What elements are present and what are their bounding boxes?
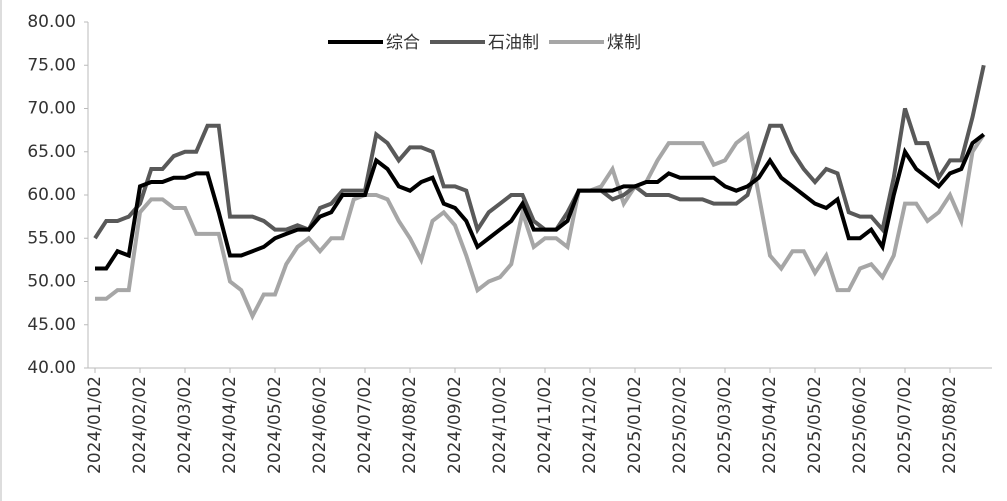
- y-tick-label: 45.00: [27, 315, 76, 335]
- y-tick-label: 80.00: [27, 12, 76, 32]
- x-tick-label: 2024/10/02: [490, 376, 510, 474]
- y-tick-label: 50.00: [27, 272, 76, 292]
- x-tick-label: 2024/09/02: [445, 376, 465, 474]
- x-tick-label: 2024/07/02: [355, 376, 375, 474]
- x-tick-label: 2025/03/02: [715, 376, 735, 474]
- x-tick-label: 2024/06/02: [310, 376, 330, 474]
- x-tick-label: 2024/02/02: [130, 376, 150, 474]
- x-tick-label: 2024/11/02: [535, 376, 555, 474]
- x-tick-label: 2025/01/02: [625, 376, 645, 474]
- x-tick-label: 2025/08/02: [940, 376, 960, 474]
- y-tick-label: 60.00: [27, 185, 76, 205]
- x-tick-label: 2025/05/02: [805, 376, 825, 474]
- series-line: [95, 130, 986, 321]
- x-tick-label: 2024/03/02: [175, 376, 195, 474]
- x-tick-label: 2024/05/02: [265, 376, 285, 474]
- x-tick-label: 2024/04/02: [220, 376, 240, 474]
- x-tick-label: 2024/01/02: [85, 376, 105, 474]
- y-tick-label: 55.00: [27, 228, 76, 248]
- x-tick-label: 2025/06/02: [850, 376, 870, 474]
- y-tick-label: 70.00: [27, 99, 76, 119]
- x-tick-label: 2024/08/02: [400, 376, 420, 474]
- x-tick-label: 2025/02/02: [670, 376, 690, 474]
- y-tick-label: 75.00: [27, 55, 76, 75]
- legend-label: 煤制: [607, 33, 641, 53]
- y-tick-label: 65.00: [27, 142, 76, 162]
- legend-label: 综合: [386, 33, 420, 53]
- x-tick-label: 2025/07/02: [895, 376, 915, 474]
- y-tick-label: 40.00: [27, 358, 76, 378]
- x-tick-label: 2024/12/02: [580, 376, 600, 474]
- series-line: [93, 64, 986, 240]
- legend-label: 石油制: [488, 33, 539, 53]
- x-tick-label: 2025/04/02: [760, 376, 780, 474]
- series-line: [95, 132, 985, 271]
